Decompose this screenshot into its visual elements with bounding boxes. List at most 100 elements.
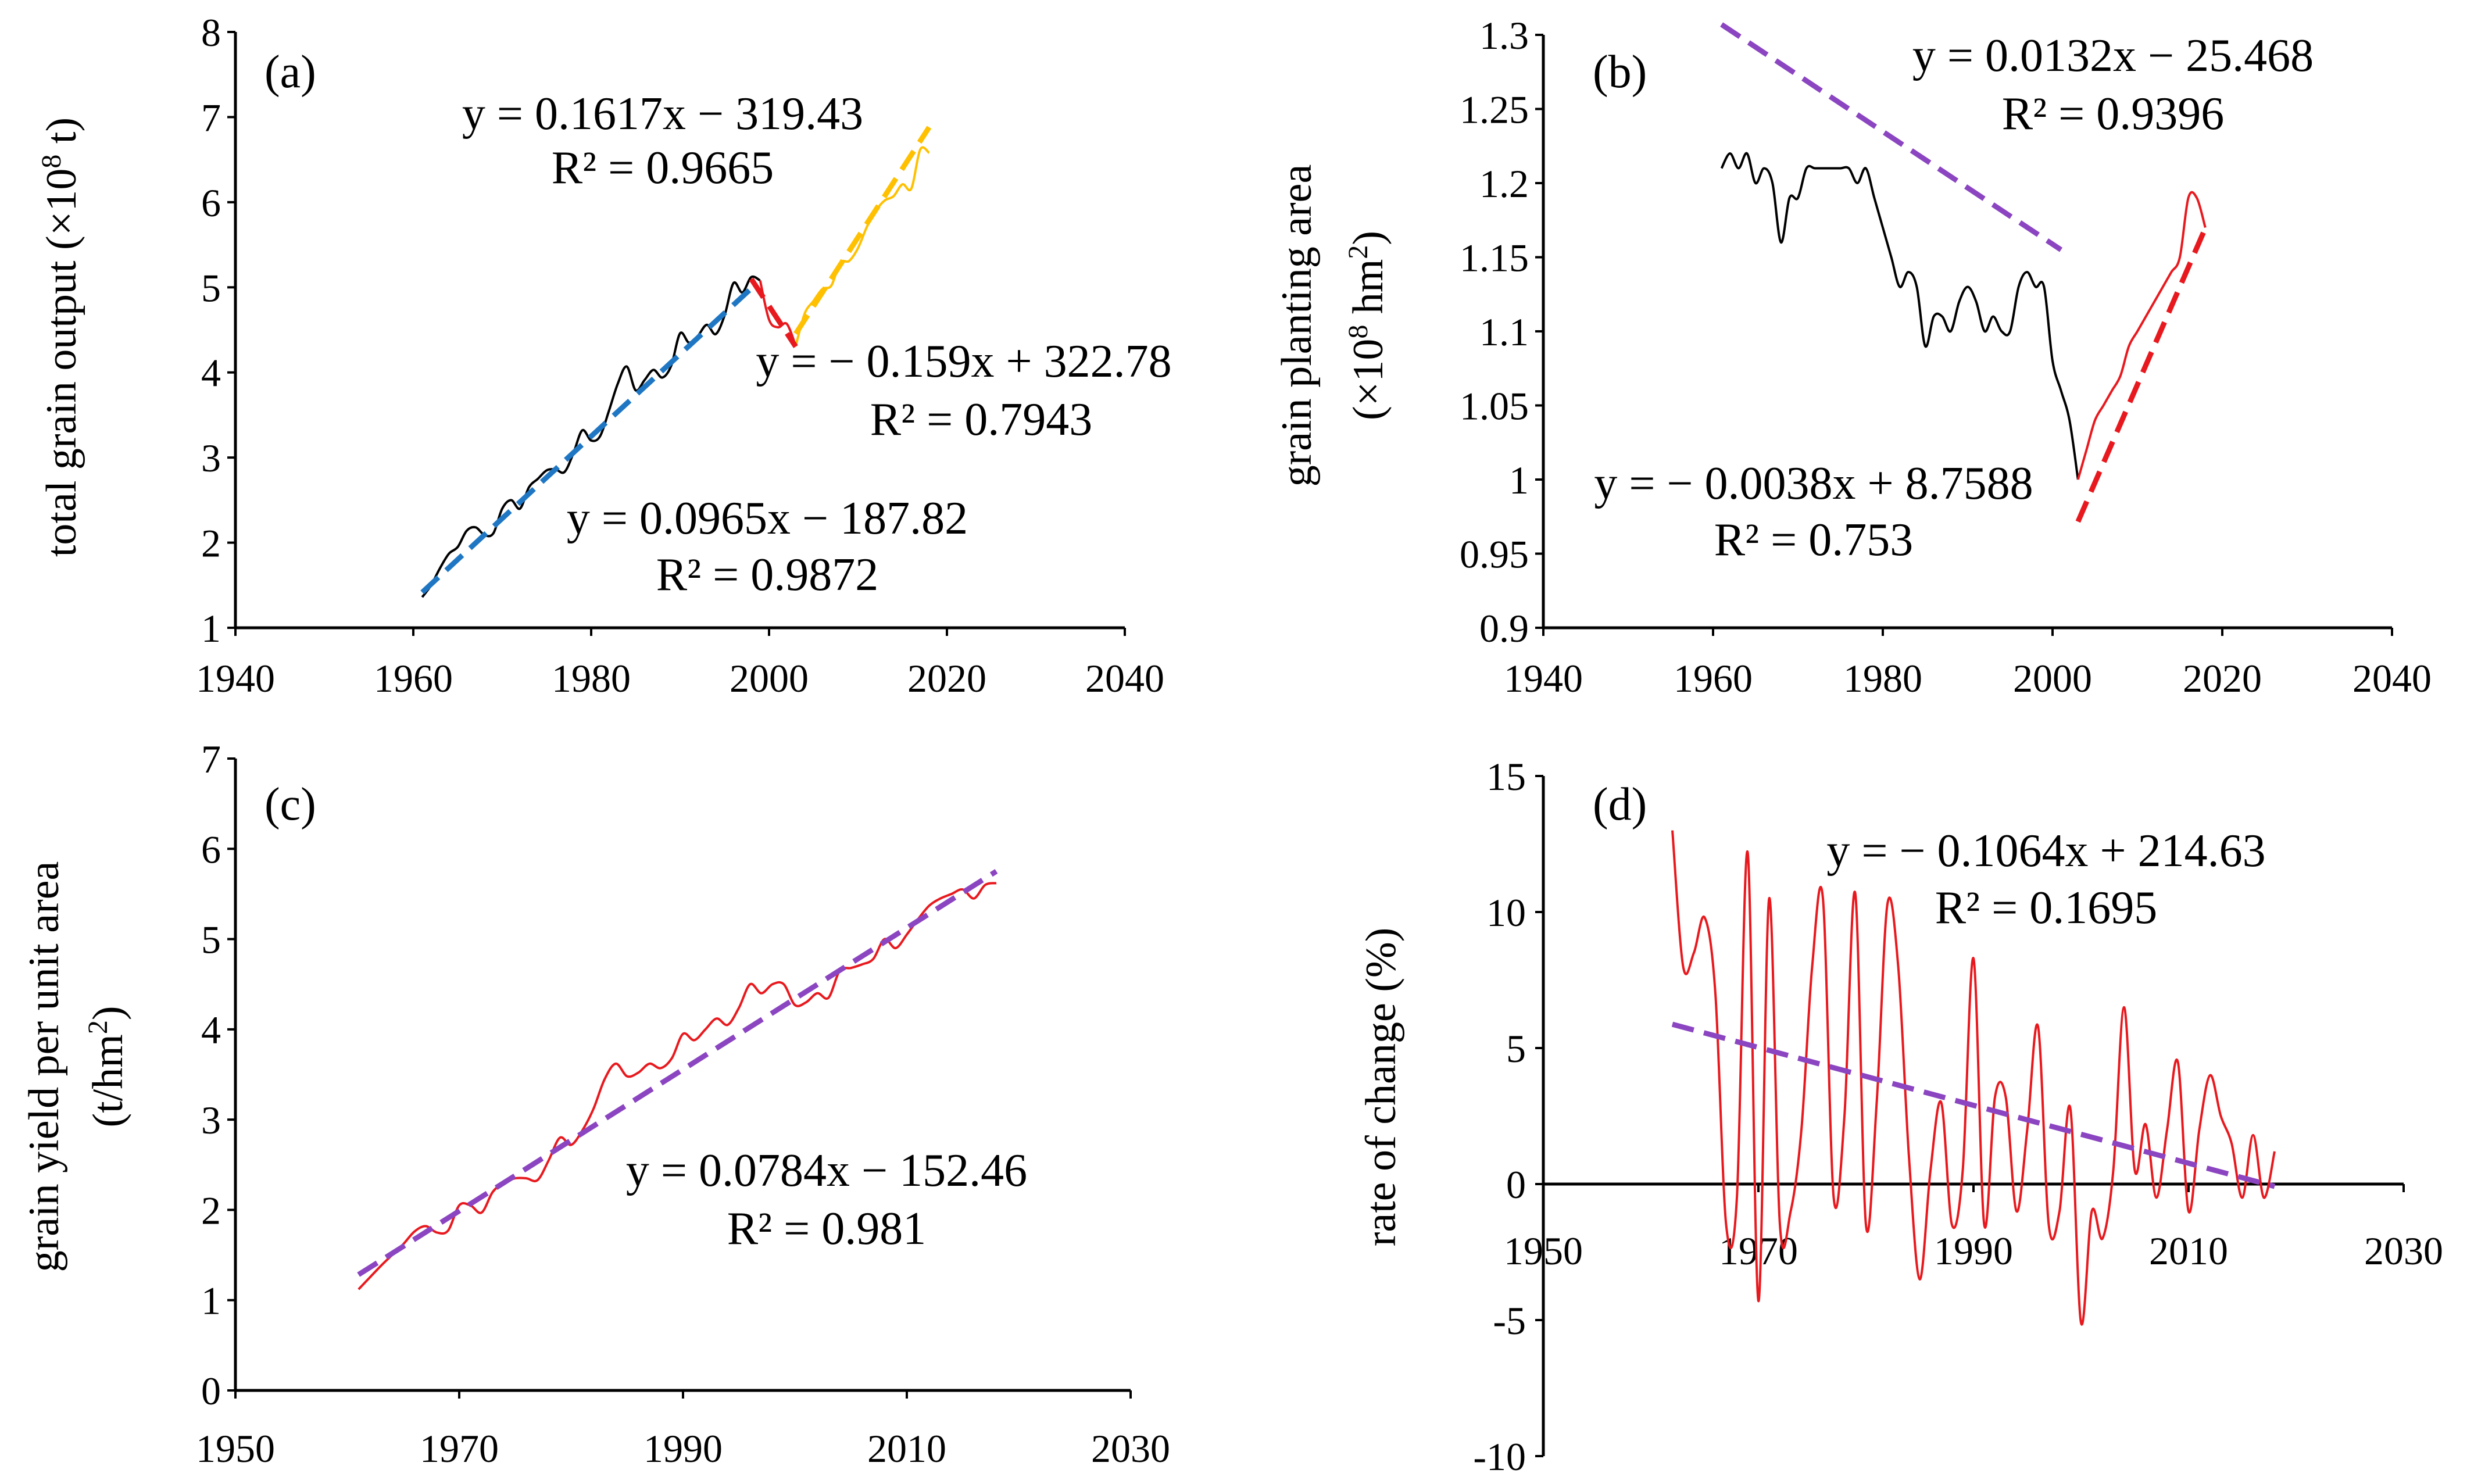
- panel-c-x-tick-label: 2010: [867, 1426, 946, 1471]
- panel-c-series-line: [357, 882, 997, 1290]
- panel-a-x-tick-label: 1940: [196, 656, 275, 700]
- panel-a: 1 2 3 4 5 6 7 8 1940 1960 1980 2000 2020 2040 (a) tot…: [36, 10, 1172, 700]
- panel-a-x-tick-label: 2040: [1085, 656, 1164, 700]
- panel-b-trend-red-equation: y = 0.0132x − 25.468: [1912, 30, 2314, 81]
- panel-d-plot: -10 -5 0 5 10 15 1950 1970 1990 2010 2030: [1473, 754, 2443, 1479]
- panel-c-y-tick-label: 6: [201, 827, 221, 871]
- panel-a-x-tick-label: 1960: [374, 656, 453, 700]
- panel-c-y-axis-label-line1: grain yield per unit area: [20, 861, 68, 1272]
- panel-a-trendline: [749, 277, 798, 348]
- panel-b-y-tick-label: 1: [1509, 458, 1529, 502]
- panel-a-y-tick-label: 7: [201, 95, 221, 140]
- panel-c-y-tick-label: 1: [201, 1279, 221, 1323]
- panel-d-x-tick-label: 1990: [1934, 1229, 2013, 1273]
- panel-b-x-tick-label: 2020: [2183, 656, 2262, 700]
- panel-a-x-tick-label: 2000: [730, 656, 809, 700]
- panel-c-x-tick-label: 1990: [643, 1426, 723, 1471]
- panel-c-trendline: [357, 869, 998, 1277]
- panel-a-y-axis-label: total grain output (×108 t): [36, 117, 86, 557]
- panel-b-trend-red-r2: R² = 0.9396: [2002, 88, 2224, 140]
- panel-d-series-line: [1671, 830, 2276, 1326]
- panel-a-plot: 1 2 3 4 5 6 7 8 1940 1960 1980 2000 2020 2040: [196, 10, 1164, 700]
- panel-a-series-segment: [759, 280, 797, 347]
- panel-b-x-tick-label: 2000: [2013, 656, 2092, 700]
- panel-a-trend-yellow-r2: R² = 0.9665: [552, 142, 774, 194]
- panel-b-x-tick-label: 1960: [1674, 656, 1753, 700]
- panel-d-y-tick-label: 0: [1506, 1163, 1526, 1207]
- panel-d-y-tick-label: 15: [1486, 754, 1526, 799]
- panel-b-y-axis-label-line1: grain planting area: [1273, 165, 1321, 487]
- panel-b-trendline: [1720, 22, 2063, 252]
- panel-a-y-tick-label: 6: [201, 181, 221, 225]
- panel-c-y-tick-label: 3: [201, 1098, 221, 1142]
- panel-a-y-tick-label: 8: [201, 10, 221, 55]
- panel-b-x-tick-label: 1980: [1843, 656, 1922, 700]
- panel-a-trend-blue-r2: R² = 0.9872: [656, 549, 878, 600]
- panel-b-trend-purple-equation: y = − 0.0038x + 8.7588: [1594, 458, 2033, 509]
- panel-d-trend-r2: R² = 0.1695: [1935, 882, 2157, 934]
- panel-b-y-tick-label: 1.1: [1479, 310, 1529, 354]
- panel-b-y-axis-label-line2: (×108 hm2): [1343, 231, 1393, 420]
- panel-b-x-tick-label: 2040: [2352, 656, 2432, 700]
- panel-d-x-tick-label: 1950: [1504, 1229, 1583, 1273]
- panel-b-trend-purple-r2: R² = 0.753: [1714, 514, 1913, 566]
- panel-c-y-tick-label: 0: [201, 1369, 221, 1413]
- panel-c: 0 1 2 3 4 5 6 7 1950 1970 1990 2010 2030 (c) grain y…: [20, 737, 1170, 1471]
- panel-b-y-tick-label: 1.25: [1460, 88, 1529, 132]
- panel-b-plot: 0.9 0.95 1 1.05 1.1 1.15 1.2 1.25 1.3 1940 1960 198…: [1460, 13, 2432, 700]
- panel-d-x-tick-label: 2030: [2364, 1229, 2443, 1273]
- panel-c-trend-r2: R² = 0.981: [727, 1203, 926, 1254]
- panel-c-y-tick-label: 2: [201, 1188, 221, 1232]
- panel-b-series-line: [1720, 152, 2079, 480]
- panel-a-series-line: [421, 275, 761, 598]
- panel-b-y-tick-label: 1.2: [1479, 162, 1529, 206]
- panel-b-y-tick-label: 1.3: [1479, 13, 1529, 58]
- panel-b-series-segment: [2076, 191, 2207, 480]
- panel-d-label: (d): [1593, 779, 1647, 830]
- panel-a-x-tick-label: 2020: [907, 656, 986, 700]
- panel-a-y-tick-label: 5: [201, 266, 221, 310]
- panel-d: -10 -5 0 5 10 15 1950 1970 1990 2010 2030 (d) rate…: [1357, 754, 2443, 1479]
- panel-a-trend-red-r2: R² = 0.7943: [870, 394, 1092, 445]
- panel-b-y-tick-label: 1.15: [1460, 236, 1529, 280]
- panel-a-label: (a): [264, 47, 316, 98]
- panel-c-x-tick-label: 1970: [420, 1426, 499, 1471]
- panel-b-label: (b): [1593, 47, 1647, 98]
- panel-c-x-tick-label: 1950: [196, 1426, 275, 1471]
- panel-b-y-tick-label: 1.05: [1460, 384, 1529, 428]
- panel-a-trend-blue-equation: y = 0.0965x − 187.82: [567, 493, 968, 544]
- panel-b-y-tick-label: 0.95: [1460, 532, 1529, 577]
- panel-c-label: (c): [264, 779, 316, 830]
- panel-c-plot: 0 1 2 3 4 5 6 7 1950 1970 1990 2010 2030: [196, 737, 1170, 1471]
- panel-c-y-axis-label-line2: (t/hm2): [83, 1006, 133, 1128]
- panel-a-trend-yellow-equation: y = 0.1617x − 319.43: [462, 88, 863, 140]
- panel-b-y-tick-label: 0.9: [1479, 606, 1529, 650]
- panel-a-trend-red-equation: y = − 0.159x + 322.78: [756, 336, 1171, 387]
- panel-b-trendline: [2075, 227, 2208, 523]
- panel-d-y-tick-label: 10: [1486, 891, 1526, 935]
- panel-a-y-tick-label: 2: [201, 521, 221, 566]
- panel-d-y-axis-label: rate of change (%): [1357, 928, 1405, 1247]
- panel-d-y-tick-label: -10: [1473, 1435, 1526, 1479]
- panel-a-y-tick-label: 3: [201, 436, 221, 480]
- panel-d-trend-equation: y = − 0.1064x + 214.63: [1826, 825, 2265, 877]
- panel-d-x-tick-label: 1970: [1719, 1229, 1798, 1273]
- panel-a-series-segment: [794, 146, 930, 346]
- panel-a-y-tick-label: 1: [201, 606, 221, 650]
- panel-c-y-tick-label: 7: [201, 737, 221, 781]
- panel-b-x-tick-label: 1940: [1504, 656, 1583, 700]
- panel-a-x-tick-label: 1980: [552, 656, 631, 700]
- panel-d-x-tick-label: 2010: [2149, 1229, 2228, 1273]
- panel-a-trendline: [420, 286, 753, 595]
- panel-c-trend-equation: y = 0.0784x − 152.46: [626, 1145, 1027, 1196]
- panel-d-y-tick-label: -5: [1493, 1299, 1526, 1343]
- panel-c-y-tick-label: 4: [201, 1008, 221, 1052]
- panel-d-y-tick-label: 5: [1506, 1027, 1526, 1071]
- panel-c-y-tick-label: 5: [201, 918, 221, 962]
- panel-b: 0.9 0.95 1 1.05 1.1 1.15 1.2 1.25 1.3 1940 1960 198…: [1273, 13, 2432, 700]
- panel-d-trendline: [1671, 1021, 2276, 1189]
- panel-a-trendline: [793, 126, 932, 335]
- panel-a-y-tick-label: 4: [201, 351, 221, 395]
- panel-c-x-tick-label: 2030: [1091, 1426, 1170, 1471]
